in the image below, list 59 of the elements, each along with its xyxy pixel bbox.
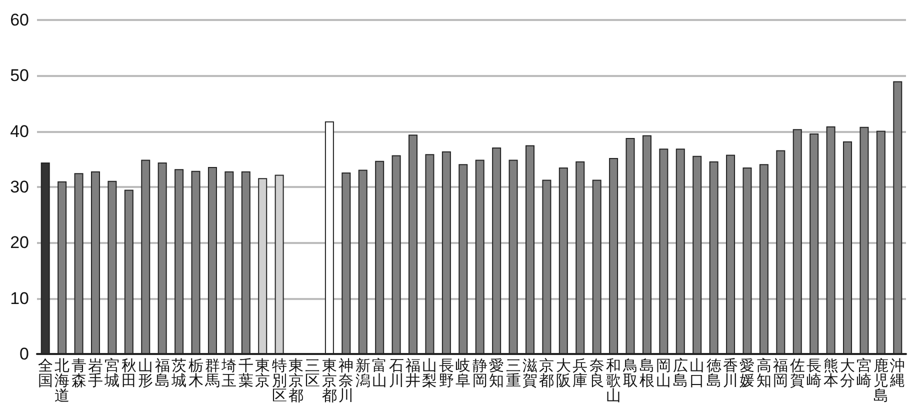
x-tick-label: 高知 (756, 356, 772, 390)
x-tick-label: 岡山 (656, 356, 672, 390)
x-tick-label: 東京 (255, 356, 270, 390)
x-tick-label: 千葉 (238, 356, 254, 390)
y-tick-label: 40 (10, 122, 29, 141)
x-tick-label: 愛媛 (740, 356, 755, 390)
x-tick-label: 全国 (38, 356, 53, 390)
x-tick-label: 青森 (71, 356, 86, 390)
x-tick-label: 三区 (305, 356, 320, 390)
x-tick-label: 群馬 (204, 356, 220, 390)
x-tick-label: 秋田 (121, 356, 136, 390)
x-tick-label: 香川 (723, 356, 738, 390)
x-tick-label: 埼玉 (220, 356, 237, 390)
x-tick-label: 愛知 (489, 356, 504, 390)
x-tick-label: 三重 (506, 356, 521, 390)
x-tick-label: 大分 (840, 356, 856, 390)
x-tick-label: 特別区 (272, 356, 287, 404)
x-tick-label: 栃木 (188, 356, 204, 390)
x-tick-label: 鳥取 (622, 356, 638, 390)
y-tick-label: 20 (10, 233, 29, 252)
x-tick-label: 福井 (406, 356, 421, 390)
x-tick-label: 奈良 (589, 356, 604, 390)
x-tick-label: 島根 (639, 356, 654, 390)
x-tick-label: 京都 (539, 356, 554, 390)
x-tick-label: 滋賀 (522, 356, 538, 390)
y-tick-label: 0 (20, 344, 29, 364)
x-tick-label: 兵庫 (572, 356, 588, 390)
x-tick-label: 山口 (690, 356, 705, 390)
x-tick-label: 宮崎 (856, 356, 872, 390)
x-tick-label: 福岡 (773, 356, 788, 390)
x-tick-label: 東京都 (322, 356, 337, 404)
x-tick-label: 神奈川 (338, 356, 354, 404)
y-tick-label: 30 (10, 178, 29, 196)
x-tick-label: 新潟 (355, 356, 370, 390)
x-tick-label: 山形 (138, 356, 154, 390)
y-tick-label: 50 (10, 66, 29, 86)
x-tick-label: 岩手 (88, 356, 103, 390)
x-tick-label: 山梨 (422, 356, 438, 390)
x-tick-label: 宮城 (104, 356, 120, 390)
y-tick-label: 10 (10, 288, 29, 308)
x-tick-label: 静岡 (472, 356, 488, 390)
x-tick-label: 沖縄 (889, 356, 906, 390)
x-tick-label: 長野 (438, 356, 454, 390)
x-tick-label: 和歌山 (606, 356, 622, 404)
x-tick-label: 徳島 (706, 356, 722, 390)
y-tick-label: 60 (10, 10, 29, 30)
x-tick-label: 北海道 (54, 356, 70, 404)
x-tick-label: 長崎 (806, 356, 822, 390)
x-tick-label: 鹿児島 (873, 356, 888, 404)
x-tick-label: 岐阜 (456, 356, 471, 390)
x-tick-label: 石川 (388, 356, 404, 390)
x-tick-label: 広島 (672, 356, 688, 390)
x-tick-label: 佐賀 (790, 356, 805, 390)
x-tick-label: 茨城 (170, 356, 187, 390)
x-tick-label: 富山 (372, 356, 388, 390)
x-tick-label: 熊本 (823, 356, 838, 390)
x-tick-label: 東京都 (288, 356, 304, 404)
x-tick-label: 大阪 (556, 356, 571, 390)
x-tick-label: 福島 (154, 356, 170, 390)
